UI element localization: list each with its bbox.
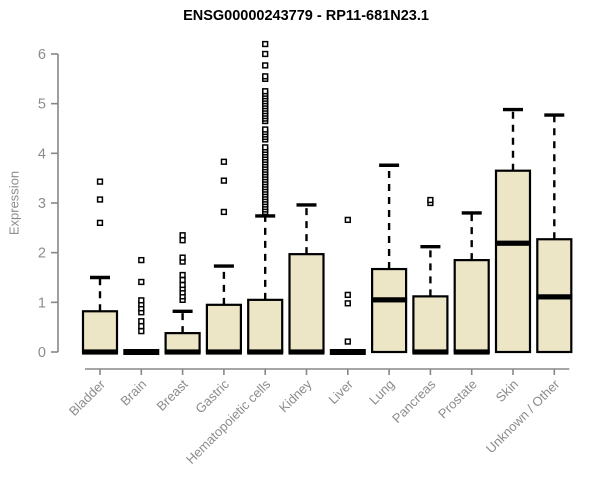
outlier-point — [179, 232, 186, 239]
y-tick-label: 5 — [38, 97, 46, 113]
outlier-point — [96, 219, 104, 227]
outlier-point — [262, 62, 269, 69]
outlier-point — [138, 278, 145, 286]
boxplot-liver — [329, 216, 366, 355]
outlier-point — [179, 276, 186, 284]
median-line — [247, 349, 284, 355]
outlier-point — [220, 208, 228, 216]
y-tick-label: 6 — [38, 47, 46, 63]
boxplot-kidney — [288, 203, 325, 355]
boxplot-pancreas — [412, 196, 449, 355]
box-rect — [288, 253, 325, 354]
outlier-point — [262, 73, 269, 80]
outlier-point — [220, 177, 228, 184]
median-line — [495, 240, 531, 246]
median-line — [412, 349, 449, 355]
box-rect — [494, 169, 532, 354]
x-tick-label: Liver — [325, 376, 356, 407]
median-line — [453, 349, 490, 355]
outlier-point — [344, 300, 351, 307]
box-rect — [247, 298, 284, 354]
median-line — [288, 349, 325, 355]
box-rect — [205, 303, 242, 354]
median-line — [205, 349, 242, 355]
boxplot-skin — [494, 107, 532, 354]
median-line — [371, 297, 408, 303]
outlier-point — [138, 323, 145, 330]
y-tick-label: 4 — [38, 146, 46, 162]
x-tick-label: Brain — [117, 377, 149, 409]
chart-title: ENSG00000243779 - RP11-681N23.1 — [183, 8, 429, 24]
x-tick-label: Bladder — [66, 376, 109, 419]
outlier-point — [262, 50, 269, 58]
y-tick-label: 1 — [38, 295, 46, 311]
x-tick-label: Gastric — [192, 376, 232, 416]
outlier-point — [138, 297, 145, 304]
boxplot-lung — [371, 163, 408, 354]
median-line — [82, 349, 118, 355]
boxplot-unknown-other — [536, 113, 573, 354]
outlier-point — [262, 88, 269, 95]
outlier-point — [179, 254, 186, 261]
x-tick-label: Breast — [154, 376, 191, 413]
outlier-point — [262, 126, 269, 133]
boxplot-hematopoietic-cells — [247, 40, 284, 355]
outlier-point — [262, 40, 269, 48]
y-tick-label: 0 — [38, 345, 46, 361]
box-rect — [164, 332, 201, 354]
boxplot-gastric — [205, 158, 242, 355]
outlier-point — [179, 271, 186, 279]
boxplot-breast — [164, 232, 201, 355]
outlier-point — [138, 318, 145, 325]
box-rect — [453, 259, 490, 354]
outlier-point — [344, 291, 351, 299]
outlier-point — [344, 216, 351, 224]
outlier-point — [96, 178, 104, 185]
outlier-point — [344, 338, 351, 345]
outlier-point — [427, 196, 434, 204]
boxplot-brain — [123, 256, 160, 355]
x-tick-label: Prostate — [435, 377, 480, 422]
x-tick-label: Skin — [493, 377, 521, 405]
outlier-point — [138, 256, 145, 264]
box-rect — [81, 310, 119, 354]
median-line — [164, 349, 201, 355]
box-rect — [371, 267, 408, 354]
collapsed-box — [123, 349, 160, 355]
x-tick-label: Unknown / Other — [483, 376, 563, 456]
y-tick-label: 2 — [38, 246, 46, 262]
x-tick-label: Lung — [366, 377, 397, 408]
outlier-point — [220, 158, 228, 165]
box-rect — [412, 295, 449, 354]
x-tick-label: Pancreas — [389, 376, 439, 426]
boxplot-prostate — [453, 211, 490, 355]
outlier-point — [179, 281, 186, 289]
y-tick-label: 3 — [38, 196, 46, 212]
outlier-point — [96, 196, 104, 203]
boxplot-bladder — [81, 178, 119, 355]
x-tick-label: Kidney — [276, 376, 315, 415]
outlier-point — [138, 327, 145, 335]
collapsed-box — [329, 349, 366, 355]
median-line — [536, 294, 573, 300]
outlier-point — [262, 144, 269, 151]
outlier-point — [179, 237, 186, 244]
